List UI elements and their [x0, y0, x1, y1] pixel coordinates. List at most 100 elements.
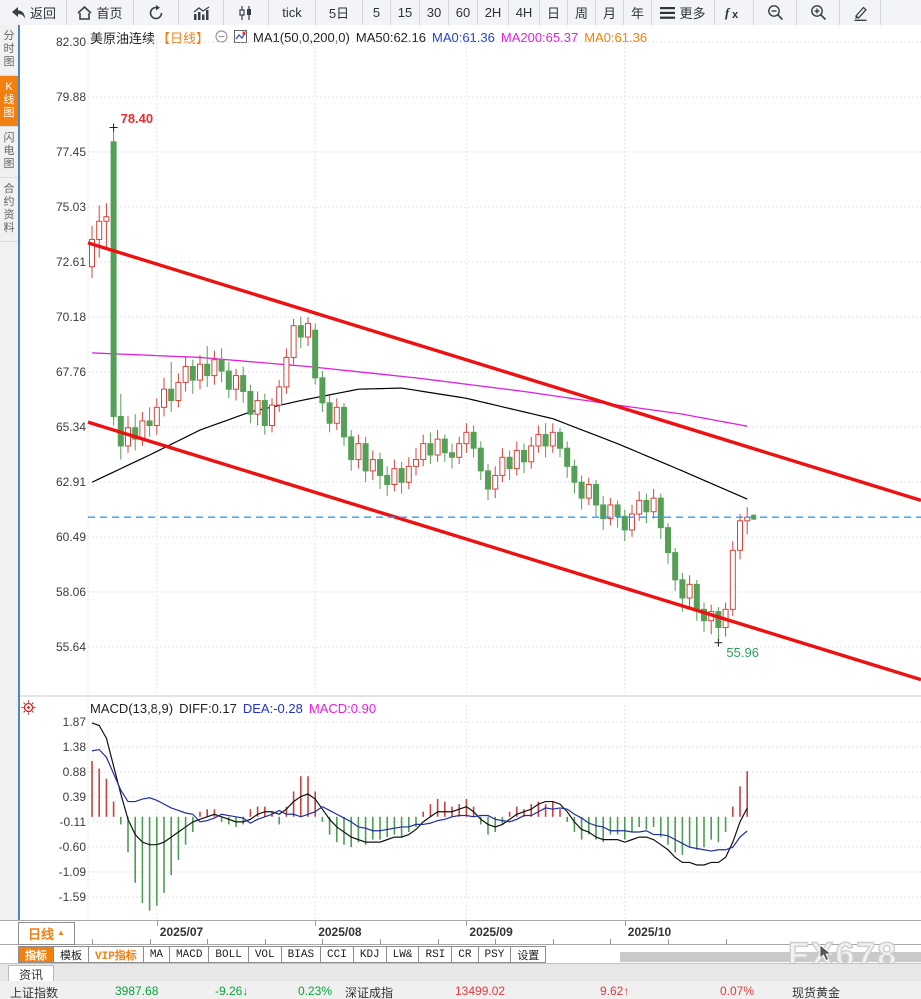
macd-dea-value: DEA:-0.28: [242, 701, 303, 716]
lower-channel-trendline: [87, 420, 921, 682]
interval-5d[interactable]: 5日: [316, 0, 363, 25]
tab-CCI[interactable]: CCI: [321, 946, 354, 963]
candle-body: [686, 583, 693, 599]
ma-settings-icon[interactable]: [234, 29, 248, 46]
sidebar-item-flash[interactable]: 闪电图: [0, 127, 18, 178]
sidebar-char: 约: [3, 196, 15, 208]
zoom-out-button[interactable]: [754, 0, 797, 25]
macd-header: MACD(13,8,9) DIFF:0.17 DEA:-0.28 MACD:0.…: [90, 701, 376, 716]
draw-button[interactable]: [840, 0, 881, 25]
ticker-item: 现货黄金: [792, 986, 841, 999]
market-ticker[interactable]: 上证指数 3987.68 -9.26↓ 0.23% 深证成指 13499.02 9.62↑ 0…: [0, 981, 921, 999]
candlestick-plot[interactable]: [0, 0, 921, 920]
tab-VIP指标[interactable]: VIP指标: [89, 946, 144, 963]
tab-MACD[interactable]: MACD: [170, 946, 210, 963]
interval-tick-label: tick: [282, 5, 302, 20]
macd-diff-value: DIFF:0.17: [179, 701, 237, 716]
interval-2h[interactable]: 2H: [478, 0, 509, 25]
candle-body: [715, 611, 722, 628]
period-selector[interactable]: 日线 ▲: [18, 922, 75, 945]
interval-year[interactable]: 年: [624, 0, 652, 25]
interval-15[interactable]: 15: [391, 0, 420, 25]
price-axis-label: 70.18: [55, 310, 86, 324]
x-axis-row: 日线 ▲ 2025/07 2025/08 2025/09 2025/10: [0, 920, 921, 945]
interval-week[interactable]: 周: [568, 0, 596, 25]
ticker-item: 3987.68: [115, 984, 159, 998]
refresh-icon: [148, 4, 164, 21]
candle-body: [629, 513, 635, 531]
low-price-label: 55.96: [726, 644, 759, 660]
news-tab[interactable]: 资讯: [8, 965, 55, 983]
macd-axis-label: 0.88: [62, 765, 86, 779]
candle-body: [621, 515, 628, 531]
candle-body: [312, 329, 319, 379]
chart-panel[interactable]: [20, 25, 921, 920]
candle-body: [369, 459, 376, 472]
sidebar-char: 图: [3, 158, 15, 170]
tab-指标[interactable]: 指标: [18, 946, 54, 963]
interval-month[interactable]: 月: [596, 0, 624, 25]
tab-KDJ[interactable]: KDJ: [353, 946, 387, 963]
interval-5[interactable]: 5: [363, 0, 391, 25]
tab-BIAS[interactable]: BIAS: [281, 946, 322, 963]
candle-body: [110, 141, 117, 417]
candle-body: [521, 449, 527, 463]
tab-模板[interactable]: 模板: [54, 946, 89, 963]
candle-body: [614, 504, 621, 517]
candle-body: [449, 452, 455, 458]
price-axis-label: 67.76: [55, 365, 86, 379]
candle-body: [326, 402, 333, 424]
candle-body: [737, 520, 743, 551]
tab-BOLL[interactable]: BOLL: [209, 946, 249, 963]
interval-30[interactable]: 30: [420, 0, 449, 25]
candle-body: [355, 443, 362, 461]
candle-body: [189, 366, 196, 381]
price-axis-label: 65.34: [55, 420, 86, 434]
candle-body: [96, 220, 103, 240]
toolbar: 返回 首页 tick 5日 5 15 30 60 2H 4H 日周月年 更多 f x: [0, 0, 921, 26]
candle-body: [247, 390, 254, 415]
tab-CR[interactable]: CR: [452, 946, 479, 963]
interval-day[interactable]: 日: [540, 0, 568, 25]
upper-channel-trendline: [87, 241, 921, 503]
interval-tick[interactable]: tick: [269, 0, 316, 25]
zoom-in-button[interactable]: [797, 0, 840, 25]
line-chart-button[interactable]: [179, 0, 224, 25]
macd-formula: MACD(13,8,9): [90, 701, 174, 716]
tab-LW&[interactable]: LW&: [386, 946, 420, 963]
minor-tick: [610, 939, 612, 944]
tab-VOL[interactable]: VOL: [248, 946, 282, 963]
home-button[interactable]: 首页: [67, 0, 134, 25]
candle-chart-button[interactable]: [224, 0, 269, 25]
tab-PSY[interactable]: PSY: [478, 946, 512, 963]
candle-body: [477, 447, 484, 472]
candle-body: [434, 438, 441, 456]
candle-body: [600, 504, 607, 520]
more-button[interactable]: 更多: [652, 0, 715, 25]
tab-MA[interactable]: MA: [143, 946, 171, 963]
interval-15-label: 15: [397, 5, 413, 20]
month-tick: [156, 921, 158, 926]
ticker-item: -9.26↓: [215, 984, 249, 998]
sidebar-char: 时: [3, 43, 15, 55]
interval-4h[interactable]: 4H: [509, 0, 540, 25]
candle-body: [333, 406, 340, 424]
interval-2h-label: 2H: [484, 5, 502, 20]
macd-dea-line: [91, 748, 748, 852]
indicator-settings-icon[interactable]: [21, 700, 36, 720]
macd-axis-label: 1.38: [62, 740, 86, 754]
interval-60[interactable]: 60: [449, 0, 478, 25]
back-button[interactable]: 返回: [0, 0, 67, 25]
sidebar-item-timeshare[interactable]: 分时图: [0, 25, 18, 76]
candle-body: [564, 447, 571, 467]
horizontal-scrollbar[interactable]: [620, 952, 921, 962]
price-axis-label: 79.88: [55, 90, 86, 104]
tab-设置[interactable]: 设置: [511, 946, 547, 963]
tab-RSI[interactable]: RSI: [419, 946, 453, 963]
collapse-icon[interactable]: [215, 29, 228, 46]
sidebar-item-contract[interactable]: 合约资料: [0, 178, 18, 242]
refresh-button[interactable]: [134, 0, 179, 25]
ma50-line: [91, 387, 748, 500]
